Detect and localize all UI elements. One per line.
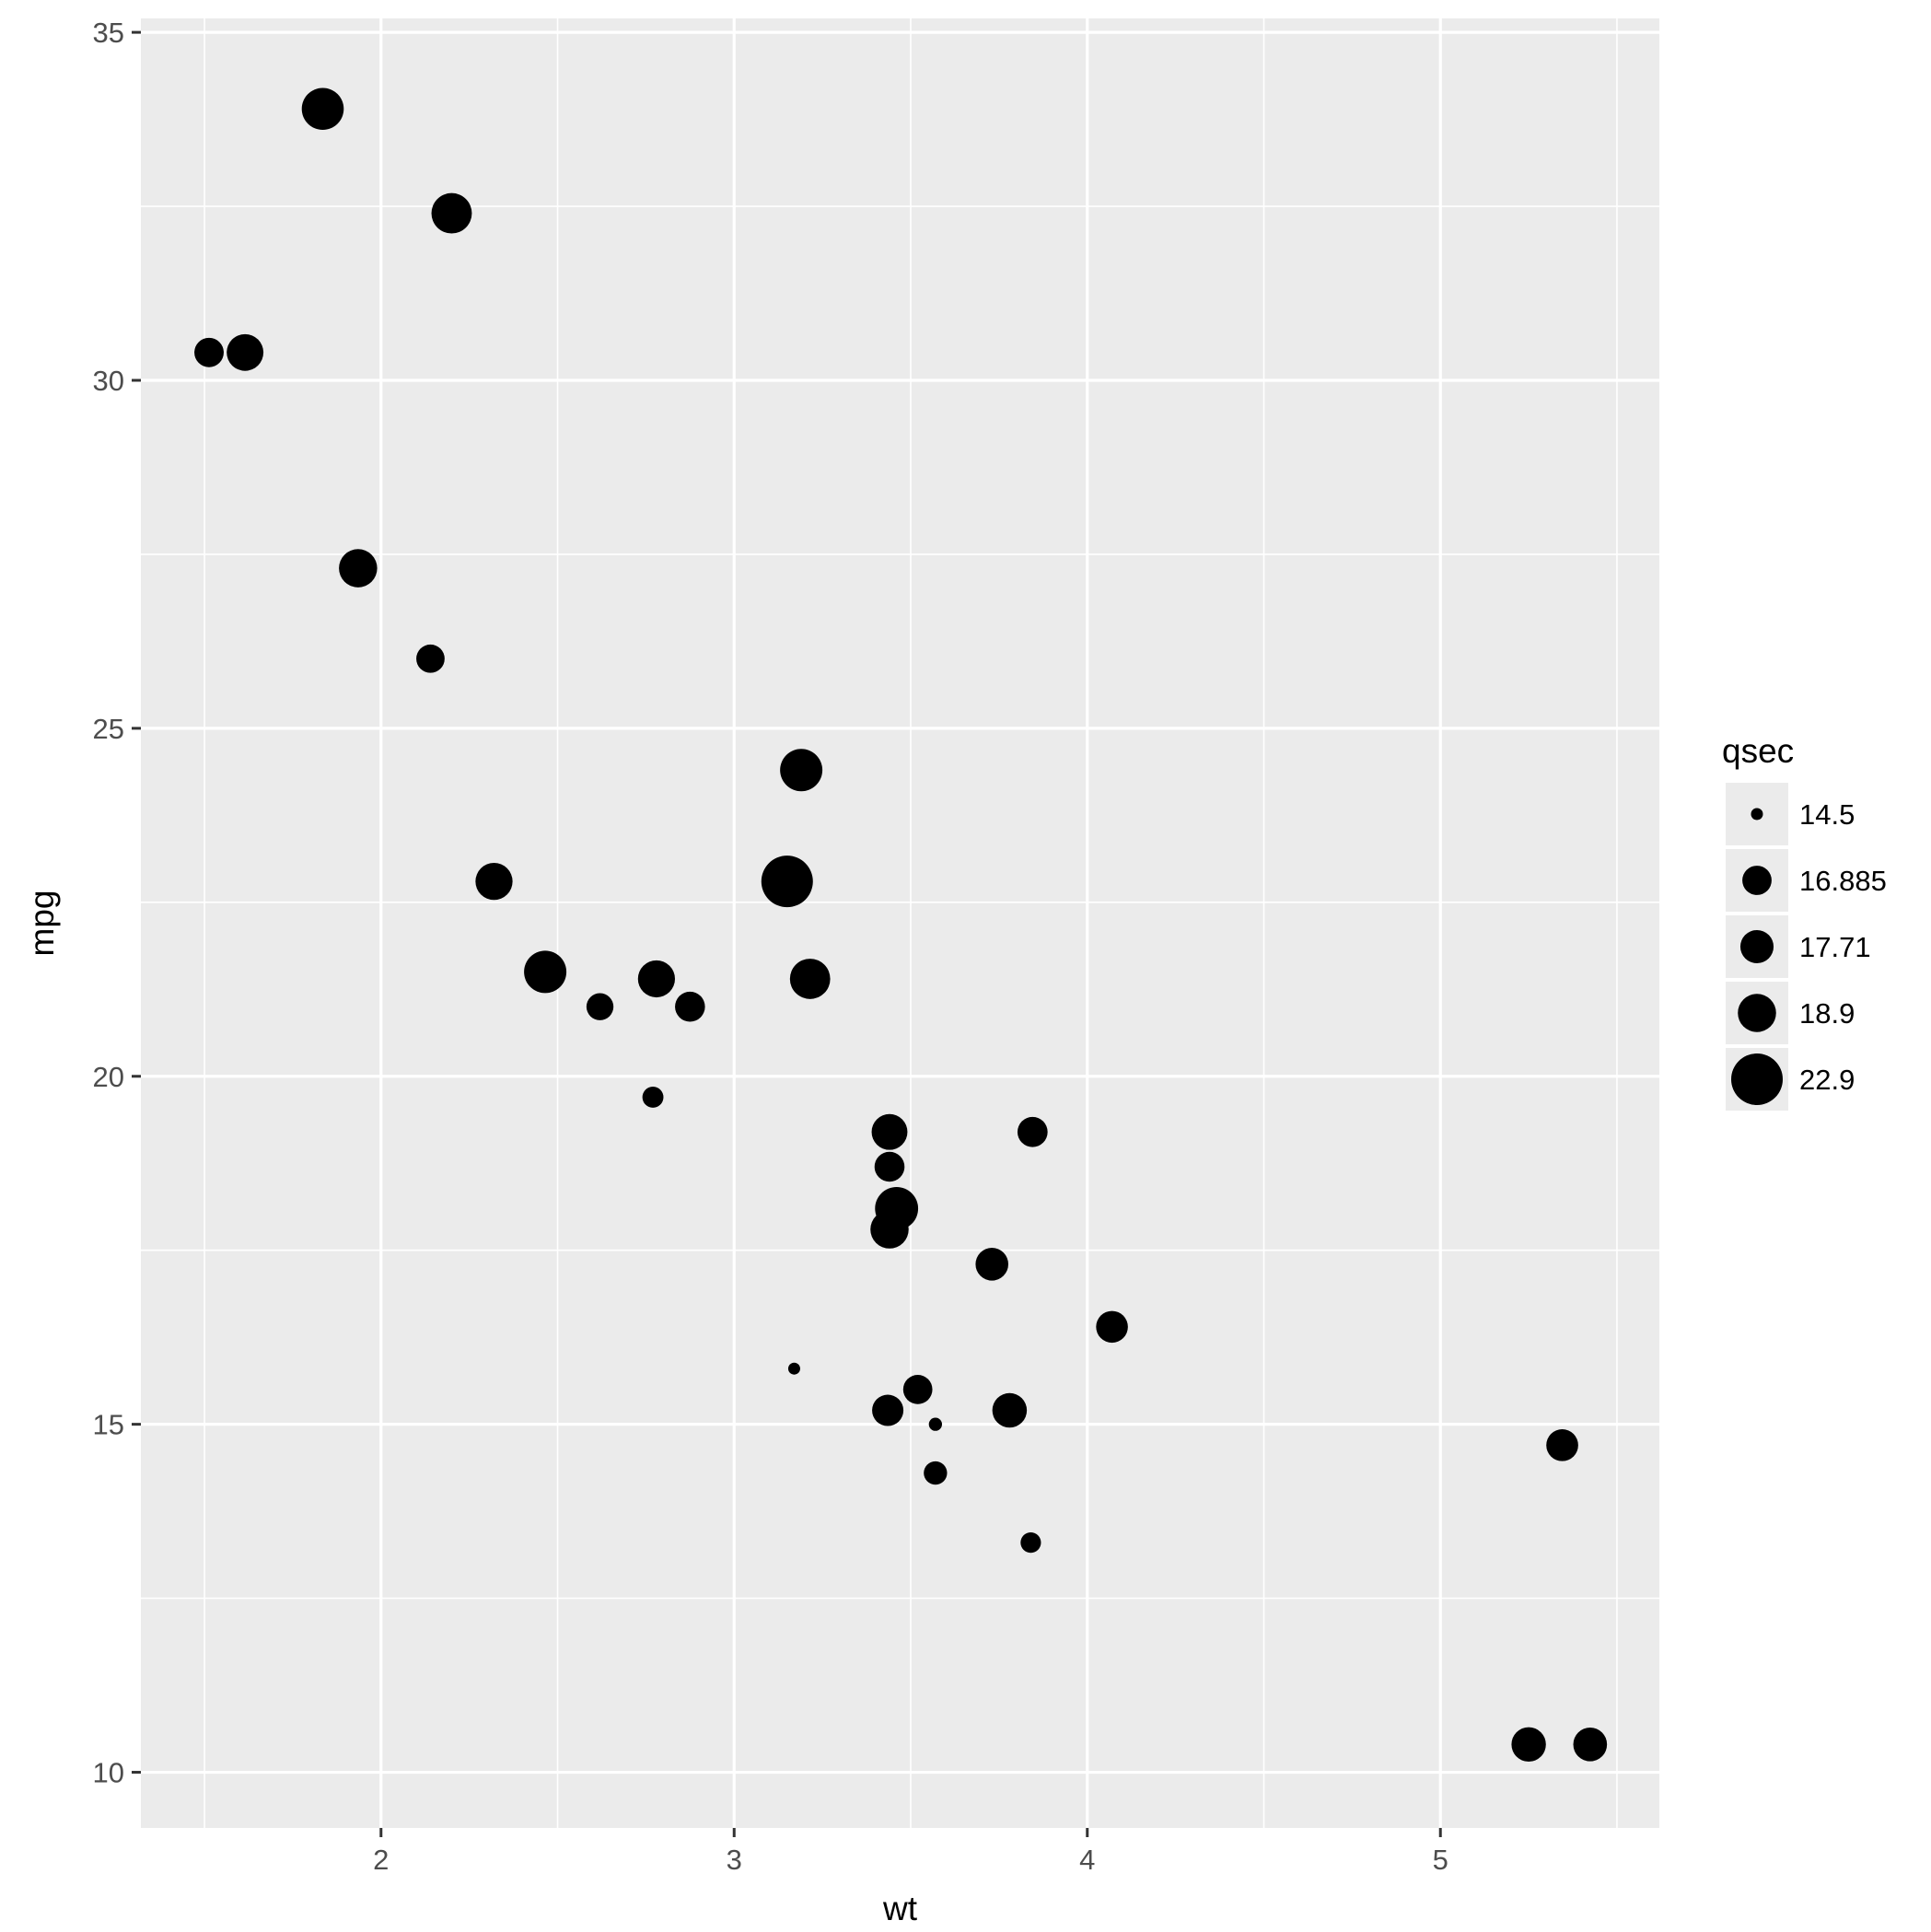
data-point bbox=[872, 1394, 904, 1426]
data-point bbox=[789, 959, 831, 999]
data-points bbox=[194, 87, 1608, 1763]
x-tick-label: 4 bbox=[1079, 1844, 1095, 1876]
data-point bbox=[871, 1113, 908, 1150]
data-point bbox=[924, 1461, 948, 1485]
legend-label: 16.885 bbox=[1799, 865, 1887, 897]
y-tick-label: 15 bbox=[93, 1409, 124, 1441]
data-point bbox=[586, 993, 614, 1020]
data-point bbox=[902, 1375, 933, 1404]
legend-label: 18.9 bbox=[1799, 997, 1855, 1030]
data-point bbox=[1573, 1727, 1608, 1762]
legend-key-point bbox=[1731, 1053, 1783, 1105]
data-point bbox=[1546, 1429, 1578, 1461]
data-point bbox=[1017, 1116, 1048, 1147]
x-tick-label: 5 bbox=[1433, 1844, 1448, 1876]
data-point bbox=[780, 749, 823, 792]
data-point bbox=[975, 1248, 1008, 1281]
legend-key-point bbox=[1751, 808, 1763, 821]
legend-label: 17.71 bbox=[1799, 931, 1871, 963]
data-point bbox=[787, 1362, 800, 1375]
y-axis: 10 15 20 25 30 35 bbox=[93, 17, 141, 1789]
x-tick-label: 3 bbox=[727, 1844, 742, 1876]
data-point bbox=[1096, 1310, 1128, 1344]
data-point bbox=[1511, 1727, 1546, 1763]
data-point bbox=[928, 1417, 942, 1431]
data-point bbox=[870, 1210, 909, 1249]
y-tick-label: 25 bbox=[93, 713, 124, 745]
legend-label: 22.9 bbox=[1799, 1064, 1855, 1096]
y-tick-label: 10 bbox=[93, 1757, 124, 1789]
legend-keys: 14.5 16.885 17.71 18.9 22.9 bbox=[1726, 783, 1887, 1111]
x-axis: 2 3 4 5 bbox=[373, 1828, 1448, 1876]
x-tick-label: 2 bbox=[373, 1844, 389, 1876]
data-point bbox=[301, 87, 344, 131]
data-point bbox=[475, 863, 513, 901]
data-point bbox=[1020, 1532, 1041, 1554]
legend-key-point bbox=[1738, 994, 1776, 1032]
data-point bbox=[227, 333, 264, 371]
data-point bbox=[416, 644, 445, 673]
major-gridlines bbox=[141, 18, 1659, 1828]
data-point bbox=[675, 991, 705, 1022]
data-point bbox=[992, 1392, 1028, 1428]
y-tick-label: 20 bbox=[93, 1061, 124, 1093]
data-point bbox=[339, 549, 378, 588]
legend-label: 14.5 bbox=[1799, 798, 1855, 831]
y-tick-label: 30 bbox=[93, 365, 124, 397]
legend-title: qsec bbox=[1722, 732, 1794, 770]
data-point bbox=[194, 337, 224, 367]
size-legend: qsec 14.5 16.885 17.71 18.9 22.9 bbox=[1722, 732, 1887, 1111]
legend-key-point bbox=[1742, 866, 1772, 895]
x-axis-title: wt bbox=[882, 1890, 918, 1927]
plot-panel bbox=[141, 18, 1659, 1828]
data-point bbox=[642, 1087, 664, 1108]
legend-key-point bbox=[1739, 929, 1774, 964]
y-axis-title: mpg bbox=[23, 890, 61, 957]
data-point bbox=[524, 950, 567, 994]
minor-gridlines bbox=[141, 18, 1659, 1828]
data-point bbox=[637, 960, 676, 998]
data-point bbox=[431, 192, 472, 234]
data-point bbox=[874, 1151, 905, 1182]
data-point bbox=[761, 855, 813, 908]
y-tick-label: 35 bbox=[93, 17, 124, 49]
